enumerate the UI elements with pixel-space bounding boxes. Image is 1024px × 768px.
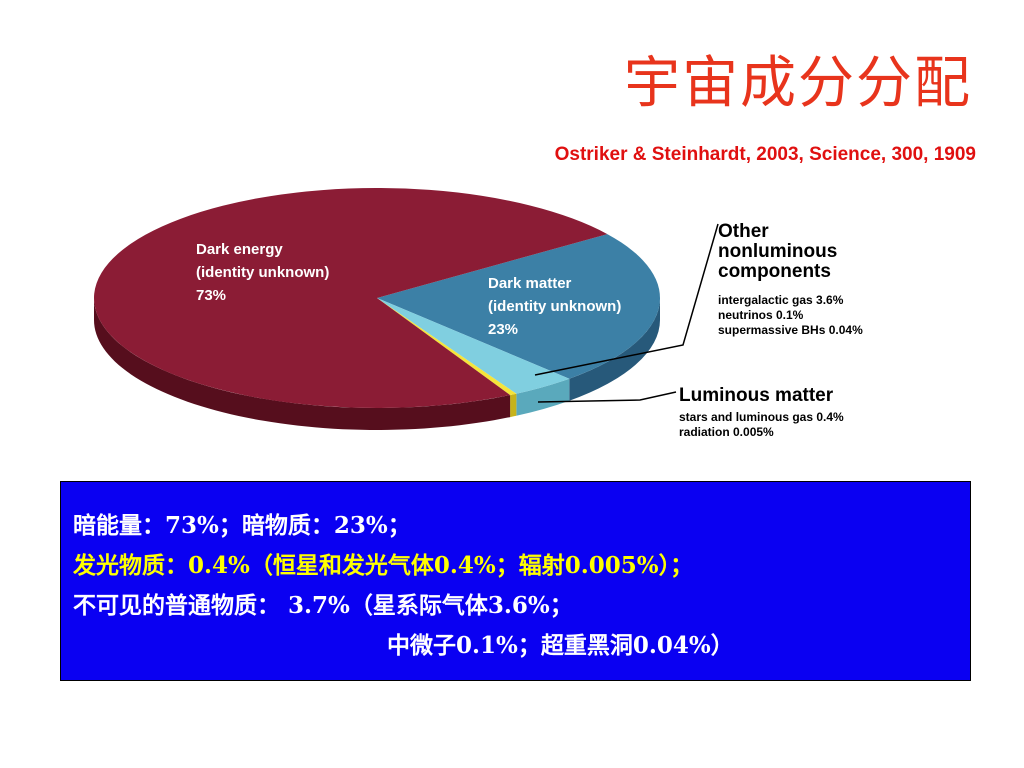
dark-matter-side-wall [569, 298, 660, 401]
nonluminous-ordinary-slice [377, 298, 570, 394]
other-components-detail: supermassive BHs 0.04% [718, 323, 863, 337]
page-title: 宇宙成分分配 [624, 51, 972, 116]
pie-chart: Dark energy (identity unknown) 73% Dark … [93, 187, 719, 430]
dark-energy-label: Dark energy (identity unknown) 73% [196, 241, 334, 304]
other-components-heading-line: nonluminous [718, 241, 838, 262]
other-components-leader-line [534, 223, 719, 376]
dark-matter-label-line: (identity unknown) [488, 298, 621, 315]
summary-box: 暗能量：73%；暗物质：23%； 发光物质：0.4%（恒星和发光气体0.4%；辐… [60, 481, 971, 681]
summary-line-dark-components: 暗能量：73%；暗物质：23%； [73, 512, 411, 539]
reference-citation: Ostriker & Steinhardt, 2003, Science, 30… [554, 144, 976, 165]
dark-energy-side-wall [94, 298, 511, 430]
luminous-matter-side-wall [510, 393, 517, 418]
summary-line-luminous: 发光物质：0.4%（恒星和发光气体0.4%；辐射0.005%）； [73, 552, 694, 579]
dark-matter-label-line: Dark matter [488, 275, 572, 292]
dark-matter-label: Dark matter (identity unknown) 23% [488, 275, 626, 338]
dark-energy-label-line: (identity unknown) [196, 264, 329, 281]
luminous-matter-slice [377, 298, 517, 396]
other-components-detail: neutrinos 0.1% [718, 308, 804, 322]
luminous-matter-heading: Luminous matter [679, 385, 834, 406]
summary-line-nonluminous-continued: 中微子0.1%；超重黑洞0.04%） [387, 632, 734, 659]
other-components-detail: intergalactic gas 3.6% [718, 293, 844, 307]
other-components-heading-line: components [718, 261, 831, 282]
other-components-heading-line: Other [718, 221, 769, 242]
dark-matter-label-line: 23% [488, 321, 518, 338]
other-components-heading: Other nonluminous components [718, 222, 837, 282]
dark-energy-slice [93, 187, 608, 408]
dark-matter-slice [377, 234, 660, 379]
luminous-matter-detail: stars and luminous gas 0.4% [679, 410, 844, 424]
summary-line-nonluminous: 不可见的普通物质： 3.7%（星系际气体3.6%； [73, 592, 573, 619]
other-components-details: intergalactic gas 3.6% neutrinos 0.1% su… [718, 293, 863, 338]
luminous-matter-detail: radiation 0.005% [679, 425, 774, 439]
dark-energy-label-line: 73% [196, 287, 226, 304]
luminous-matter-details: stars and luminous gas 0.4% radiation 0.… [679, 410, 844, 440]
dark-energy-label-line: Dark energy [196, 241, 283, 258]
nonluminous-ordinary-side-wall [516, 378, 570, 416]
luminous-matter-leader-line [537, 391, 677, 403]
